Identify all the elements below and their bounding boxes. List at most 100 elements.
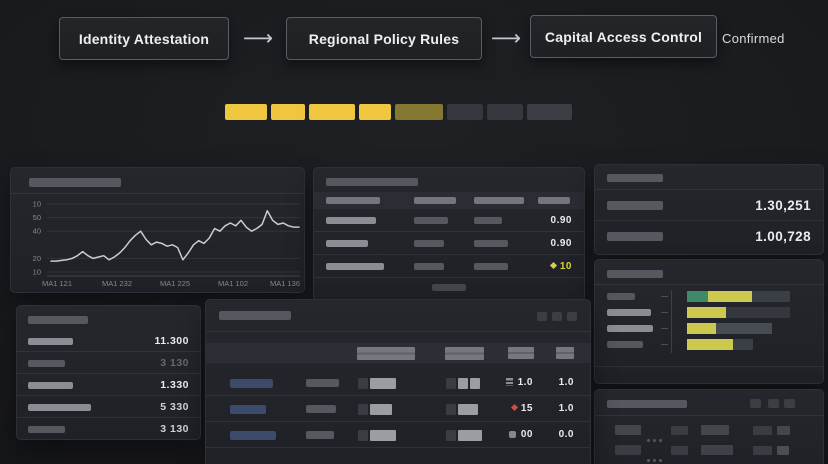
pagination-placeholder[interactable] [432, 284, 466, 291]
cell-placeholder [474, 263, 508, 270]
cell-placeholder [358, 430, 368, 441]
cell-placeholder [458, 404, 478, 415]
bar-segment-yellow [707, 291, 752, 302]
lock-icon [508, 431, 516, 438]
kpi-row: 1.30,251 [595, 189, 823, 221]
cell-placeholder [414, 217, 448, 224]
cell-placeholder [446, 430, 456, 441]
panel-title-placeholder [326, 178, 418, 186]
list-item[interactable]: 11.300 [17, 330, 200, 352]
bar-segment-yellow [687, 323, 716, 334]
table-row[interactable]: 0.90 [314, 209, 584, 232]
row-value: 1.0 [558, 403, 574, 414]
flow-step-identity-attestation[interactable]: Identity Attestation [59, 17, 229, 60]
table-row[interactable]: 00 0.0 [206, 422, 590, 448]
panel-summary-list: 11.300 3 130 1.330 5 330 3 130 [16, 305, 201, 440]
cell-placeholder [753, 446, 772, 455]
table-row[interactable]: 0.90 [314, 232, 584, 255]
table-row[interactable]: 1.0 1.0 [206, 370, 590, 396]
divider [595, 220, 823, 221]
column-header-placeholder [538, 197, 570, 204]
cell-placeholder [446, 378, 456, 389]
divider [595, 415, 823, 416]
cell-placeholder [28, 426, 65, 433]
svg-text:10: 10 [33, 200, 41, 209]
bar-label-placeholder [607, 325, 653, 332]
divider [206, 421, 590, 422]
list-item[interactable]: 1.330 [17, 374, 200, 396]
stacked-bar [687, 291, 790, 302]
kpi-label-placeholder [607, 201, 663, 210]
flow-step-regional-policy-rules[interactable]: Regional Policy Rules [286, 17, 482, 60]
cell-placeholder [230, 379, 273, 388]
cell-placeholder [370, 404, 392, 415]
stacked-bar [687, 307, 790, 318]
panel-metrics-table: 0.90 0.90 10 [313, 167, 585, 301]
bar-segment-yellow [687, 307, 727, 318]
divider [17, 417, 200, 418]
svg-text:MA1 136: MA1 136 [270, 279, 300, 288]
panel-action-icon[interactable] [784, 399, 795, 408]
panel-detail-table: 1.0 1.0 15 1.0 0 [205, 299, 591, 464]
table-row[interactable]: 15 1.0 [206, 396, 590, 422]
panel-kpi-numbers: 1.30,251 1.00,728 [594, 164, 824, 255]
progress-segment-partial [395, 104, 443, 120]
cell-placeholder [753, 426, 772, 435]
cell-placeholder [615, 445, 641, 455]
flow-step-capital-access-control[interactable]: Capital Access Control [530, 15, 717, 58]
spark-red-icon [510, 403, 518, 412]
metric-with-icon: 15 [510, 403, 533, 414]
panel-action-icon[interactable] [768, 399, 779, 408]
cell-placeholder [230, 405, 266, 414]
cell-placeholder [326, 217, 376, 224]
panel-action-icon[interactable] [567, 312, 577, 321]
svg-text:MA1 121: MA1 121 [42, 279, 72, 288]
record-row[interactable] [595, 423, 823, 442]
record-row[interactable] [595, 443, 823, 462]
progress-segment-on [359, 104, 391, 120]
bar-segment-green [687, 291, 708, 302]
bar-tick [661, 328, 668, 329]
list-item[interactable]: 3 130 [17, 418, 200, 440]
divider [17, 395, 200, 396]
bar-label-placeholder [607, 341, 643, 348]
divider [595, 366, 823, 367]
list-item[interactable]: 3 130 [17, 352, 200, 374]
list-item[interactable]: 5 330 [17, 396, 200, 418]
stacked-bar [687, 323, 790, 334]
divider [206, 447, 590, 448]
progress-segment-off [487, 104, 523, 120]
panel-action-icon[interactable] [537, 312, 547, 321]
divider [314, 277, 584, 278]
bar-segment-track_light [715, 323, 773, 334]
column-header-placeholder [414, 197, 456, 204]
column-header-placeholder [357, 347, 415, 360]
cell-placeholder [671, 446, 688, 455]
cell-placeholder [470, 378, 480, 389]
list-value: 11.300 [154, 335, 189, 347]
panel-title-placeholder [219, 311, 291, 320]
kpi-value: 1.00,728 [755, 229, 811, 244]
table-row[interactable]: 10 [314, 255, 584, 278]
arrow-right-icon: ⟶ [490, 26, 522, 50]
cell-placeholder [446, 404, 456, 415]
bar-label-placeholder [607, 309, 651, 316]
svg-text:MA1 225: MA1 225 [160, 279, 190, 288]
metric-with-icon: 00 [508, 429, 533, 440]
svg-text:20: 20 [33, 254, 41, 263]
svg-text:10: 10 [33, 268, 41, 277]
divider [17, 373, 200, 374]
row-value: 0.0 [558, 429, 574, 440]
panel-action-icon[interactable] [750, 399, 761, 408]
cell-placeholder [28, 382, 73, 389]
panel-action-icon[interactable] [552, 312, 562, 321]
panel-title-placeholder [28, 316, 88, 324]
cell-placeholder [306, 405, 336, 413]
cell-placeholder [701, 445, 733, 455]
cell-placeholder [28, 338, 73, 345]
bar-tick [661, 344, 668, 345]
row-value: 1.0 [558, 377, 574, 388]
cell-placeholder [326, 263, 384, 270]
cell-placeholder [414, 263, 444, 270]
